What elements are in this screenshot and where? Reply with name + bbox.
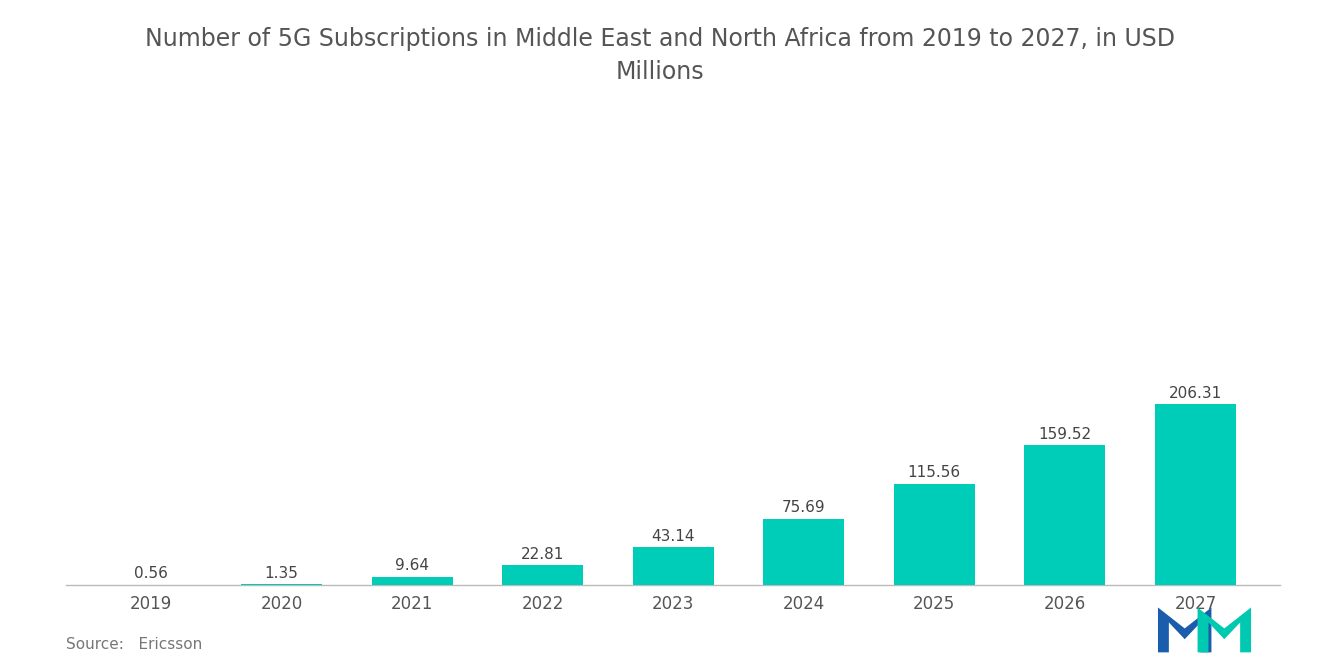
Text: 115.56: 115.56 <box>908 465 961 480</box>
Bar <box>371 577 453 585</box>
Bar <box>894 483 975 585</box>
Text: Source:   Ericsson: Source: Ericsson <box>66 636 202 652</box>
Bar <box>632 547 714 585</box>
Polygon shape <box>1197 608 1251 652</box>
Text: 159.52: 159.52 <box>1039 427 1092 442</box>
Bar <box>1024 445 1105 585</box>
Polygon shape <box>1158 608 1212 652</box>
Text: 75.69: 75.69 <box>781 500 825 515</box>
Text: 206.31: 206.31 <box>1170 386 1222 400</box>
Text: 43.14: 43.14 <box>652 529 694 544</box>
Bar <box>242 584 322 585</box>
Text: 22.81: 22.81 <box>521 547 565 562</box>
Text: 0.56: 0.56 <box>133 566 168 581</box>
Text: Number of 5G Subscriptions in Middle East and North Africa from 2019 to 2027, in: Number of 5G Subscriptions in Middle Eas… <box>145 27 1175 84</box>
Bar <box>1155 404 1236 585</box>
Text: 9.64: 9.64 <box>395 558 429 573</box>
Bar <box>502 565 583 585</box>
Bar <box>763 519 845 585</box>
Text: 1.35: 1.35 <box>264 565 298 581</box>
